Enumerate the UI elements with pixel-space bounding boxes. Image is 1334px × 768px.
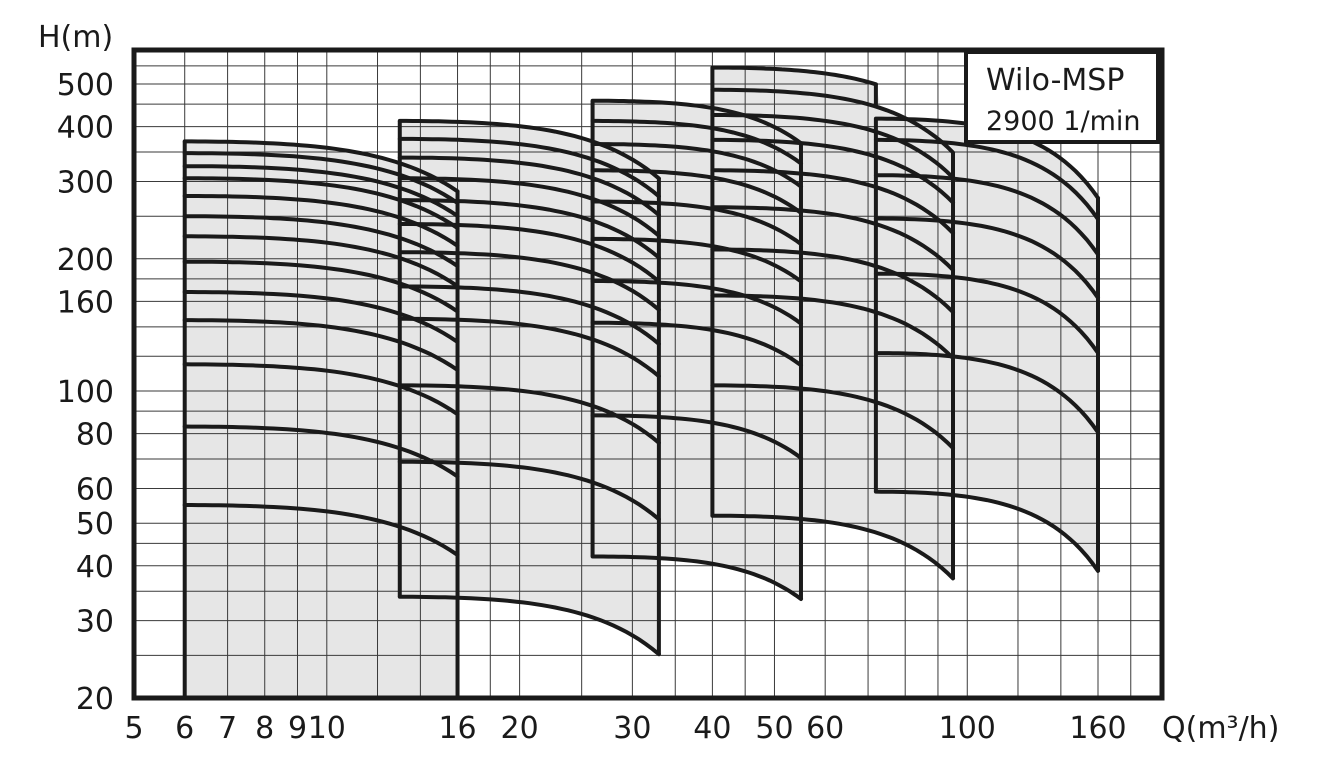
pump-curve-2-5	[397, 284, 661, 346]
pump-curve-1-10	[182, 176, 460, 231]
pump-curve-2-7	[397, 222, 661, 284]
pump-curve-2-9	[397, 176, 661, 238]
x-tick-label: 30	[613, 711, 651, 746]
pump-curve-3-10	[590, 98, 803, 146]
y-tick-label: 20	[76, 682, 114, 717]
pump-curve-4-10	[710, 65, 878, 87]
chart-subtitle: 2900 1/min	[986, 106, 1141, 137]
chart-title: Wilo-MSP	[986, 63, 1124, 98]
x-axis-title: Q(m³/h)	[1162, 711, 1279, 746]
y-tick-label: 100	[57, 375, 114, 410]
x-tick-label: 50	[755, 711, 793, 746]
pump-curve-3-4	[590, 279, 803, 326]
y-tick-label: 60	[76, 472, 114, 507]
pump-curve-2-4	[397, 316, 661, 379]
x-tick-labels: 5 6 7 8 9 10 16 20 30 40 50 60 100 160	[124, 711, 1126, 746]
x-tick-label: 160	[1069, 711, 1126, 746]
pump-curve-4-8	[710, 113, 955, 180]
pump-curve-3-7	[590, 168, 803, 215]
x-tick-label: 16	[438, 711, 476, 746]
pump-curve-3-1	[590, 554, 803, 601]
pump-curve-5-1	[873, 489, 1100, 573]
y-tick-label: 80	[76, 418, 114, 453]
pump-curve-4-7	[710, 137, 955, 205]
x-tick-label: 8	[255, 711, 274, 746]
pump-curve-4-6	[710, 168, 955, 235]
legend-box: Wilo-MSP 2900 1/min	[964, 50, 1160, 144]
pump-curve-3-2	[590, 413, 803, 460]
y-tick-label: 500	[57, 68, 114, 103]
pump-curve-3-9	[590, 118, 803, 166]
x-tick-label: 100	[939, 711, 996, 746]
y-tick-label: 30	[76, 605, 114, 640]
x-tick-label: 5	[124, 711, 143, 746]
pump-curve-4-3	[710, 293, 955, 361]
pump-curve-2-12	[397, 118, 661, 181]
pump-curve-1-11	[182, 164, 460, 218]
pump-curve-4-9	[710, 87, 955, 155]
pump-curve-3-3	[590, 320, 803, 368]
pump-curve-4-5	[710, 205, 955, 272]
x-tick-label: 10	[308, 711, 346, 746]
legend-box-frame	[964, 50, 1160, 144]
pump-curve-1-3	[182, 362, 460, 417]
x-tick-label: 40	[693, 711, 731, 746]
y-tick-label: 50	[76, 507, 114, 542]
pump-curve-4-4	[710, 247, 955, 315]
curve-family-fill-5	[875, 118, 1098, 571]
pump-curve-2-8	[397, 198, 661, 260]
pump-curve-1-4	[182, 318, 460, 372]
pump-curve-3-6	[590, 199, 803, 247]
y-tick-label: 200	[57, 243, 114, 278]
pump-curve-1-1	[182, 503, 460, 557]
pump-curve-5-6	[873, 137, 1100, 222]
y-tick-label: 400	[57, 111, 114, 146]
pump-curve-5-2	[873, 351, 1100, 435]
x-tick-label: 6	[175, 711, 194, 746]
pump-curve-1-7	[182, 234, 460, 289]
x-tick-label: 7	[218, 711, 237, 746]
pump-curve-3-5	[590, 236, 803, 284]
y-tick-label: 300	[57, 165, 114, 200]
pump-curve-5-3	[873, 271, 1100, 355]
pump-curve-5-4	[873, 216, 1100, 300]
x-tick-label: 9	[288, 711, 307, 746]
x-tick-label: 60	[806, 711, 844, 746]
pump-curve-1-13	[182, 139, 460, 194]
pump-curve-1-2	[182, 424, 460, 479]
pump-curve-2-10	[397, 155, 661, 217]
pump-curve-2-1	[397, 594, 661, 657]
y-axis-title: H(m)	[38, 20, 113, 55]
pump-curve-3-8	[590, 142, 803, 189]
plot-frame	[131, 47, 1165, 701]
pump-curve-4-2	[710, 383, 955, 450]
pump-curve-4-1	[710, 513, 955, 581]
y-tick-label: 160	[57, 285, 114, 320]
pump-curve-2-2	[397, 459, 661, 522]
pump-curves	[182, 65, 1100, 698]
pump-curve-5-5	[873, 173, 1100, 257]
curve-family-fills	[184, 67, 1098, 698]
x-tick-label: 20	[501, 711, 539, 746]
y-tick-label: 40	[76, 550, 114, 585]
pump-curve-1-8	[182, 214, 460, 269]
